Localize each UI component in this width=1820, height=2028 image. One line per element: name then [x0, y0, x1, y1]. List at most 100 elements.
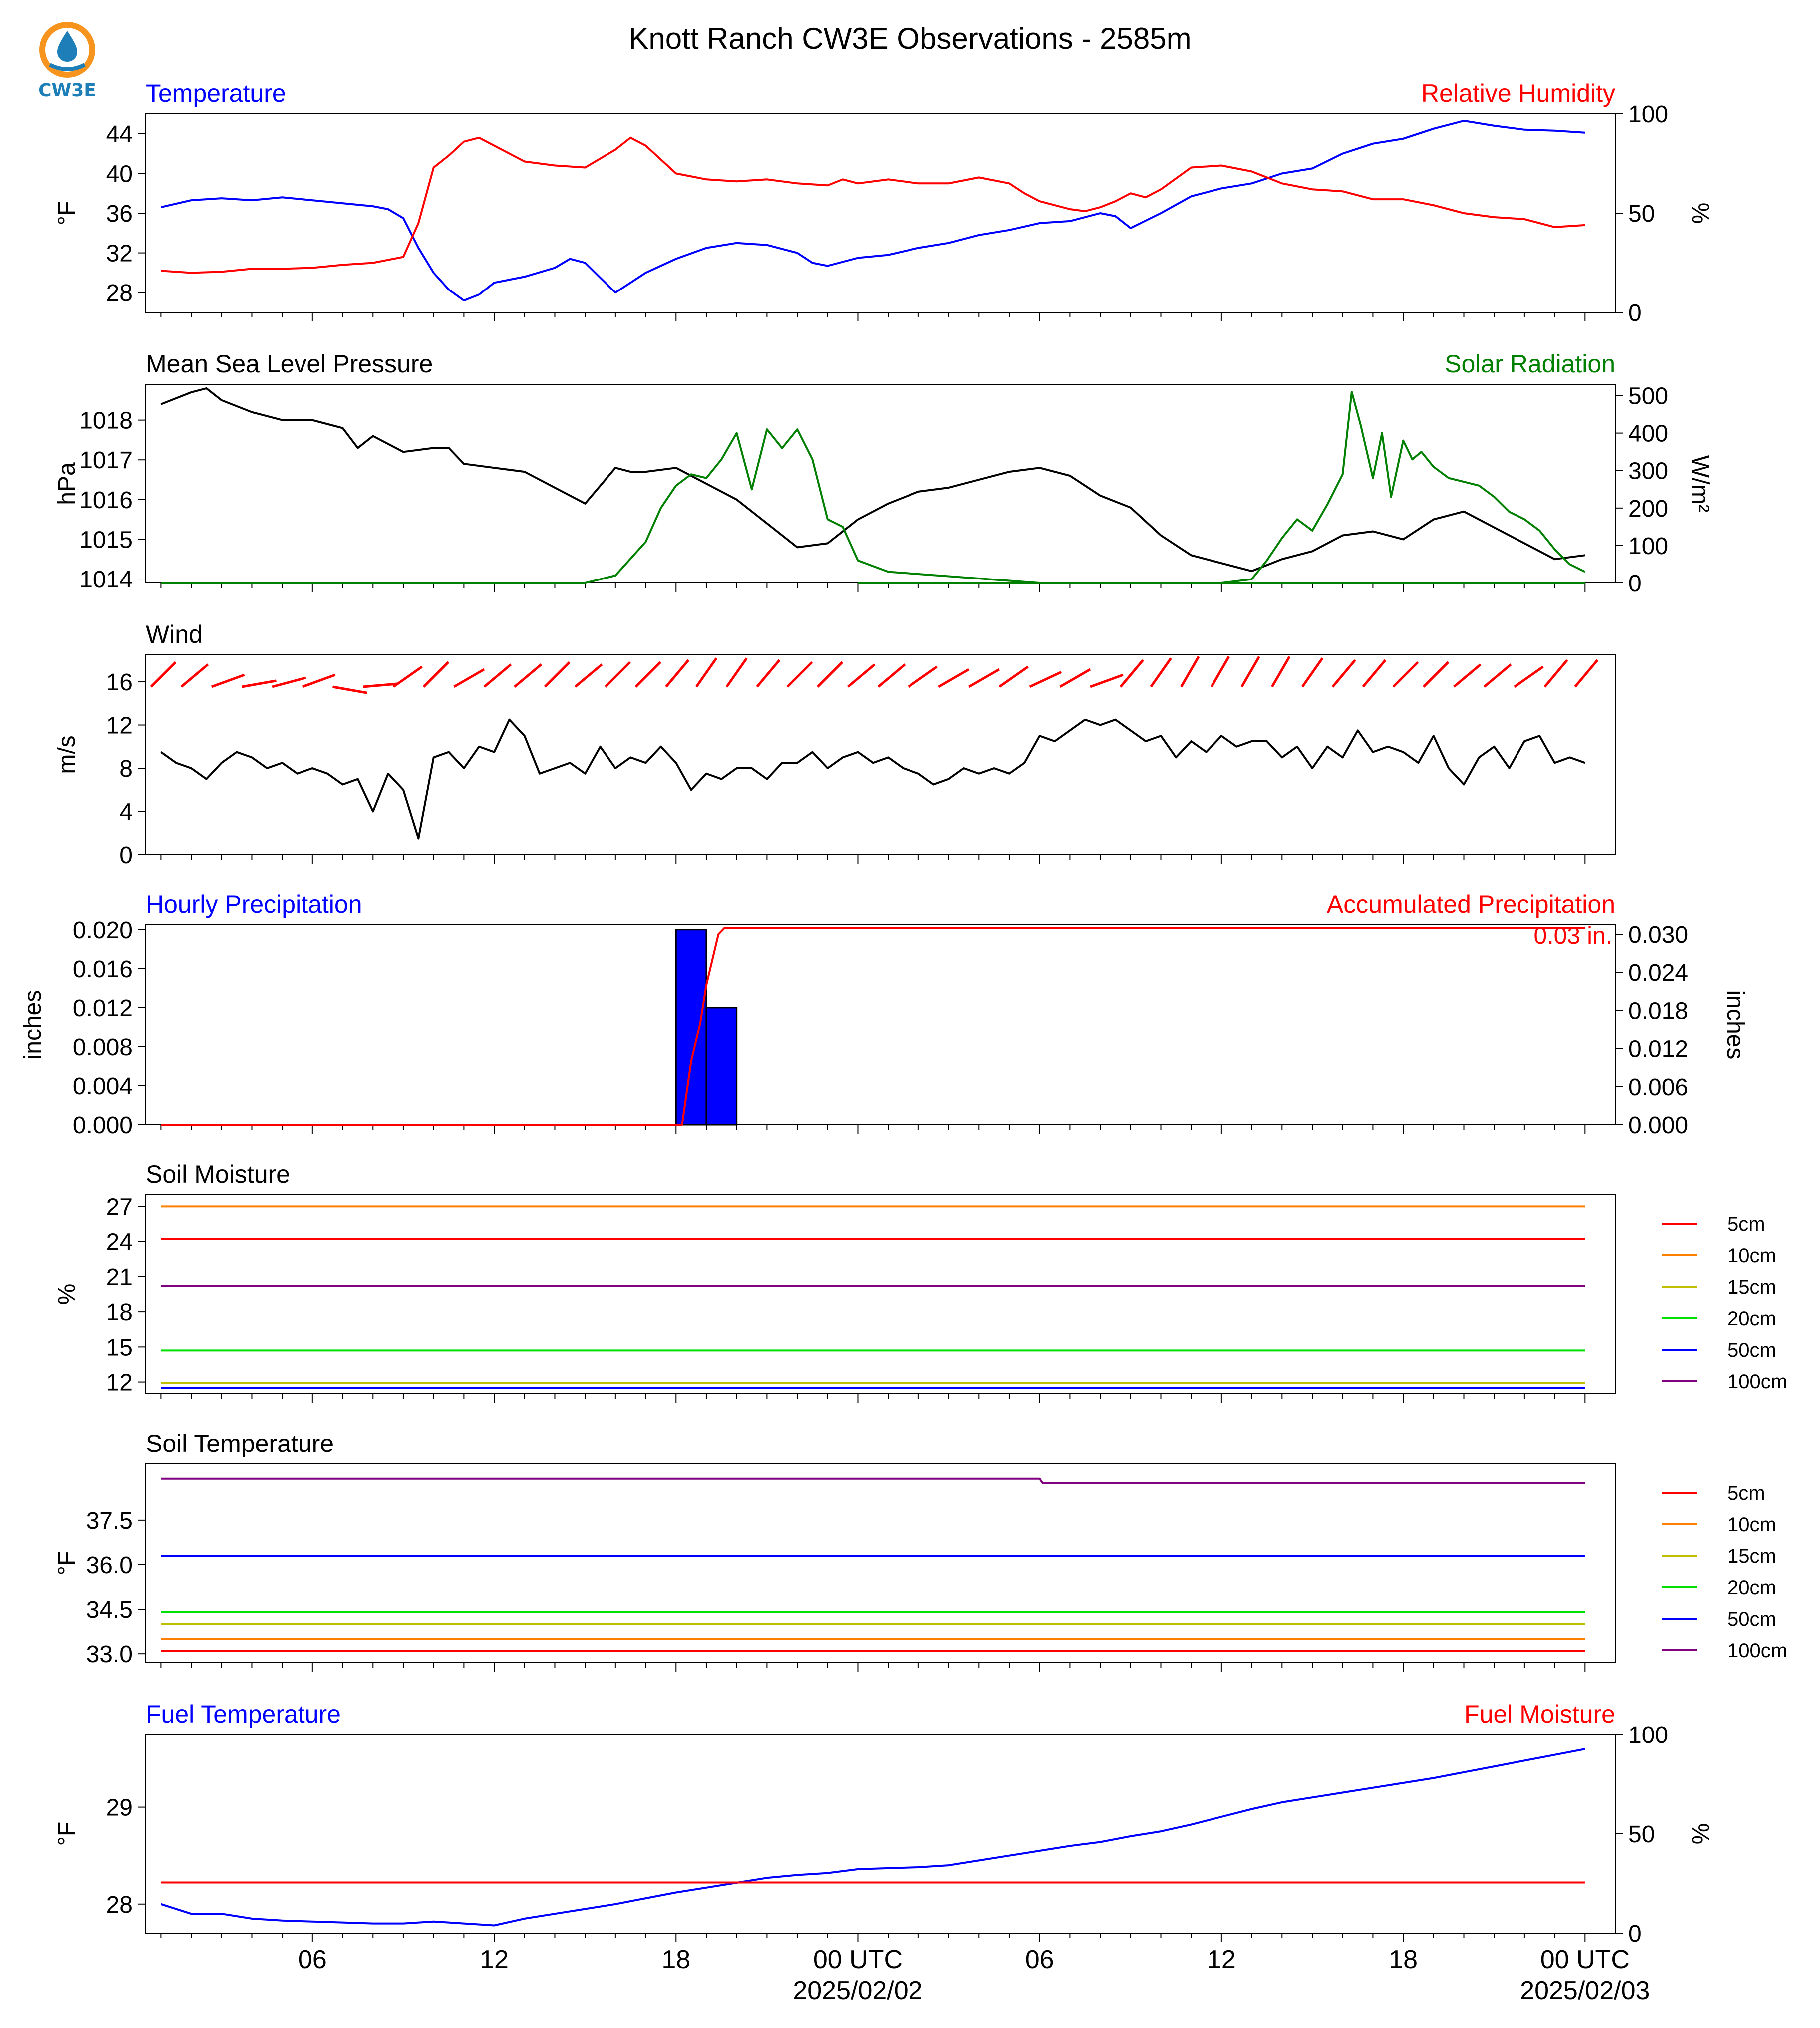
figure-title: Knott Ranch CW3E Observations - 2585m [628, 22, 1191, 55]
water-drop-icon [57, 31, 77, 62]
x-tick-label: 00 UTC [813, 1945, 903, 1974]
series-line [161, 428, 1585, 584]
panel-title-left: Temperature [146, 79, 286, 107]
y-tick-label: 12 [106, 1370, 133, 1396]
series-line [160, 119, 1585, 302]
wind-barb [725, 657, 748, 688]
plot-frame [145, 924, 1616, 1125]
wind-barb [363, 682, 398, 688]
x-tick-label: 06 [298, 1945, 327, 1974]
x-tick-label: 12 [480, 1945, 509, 1974]
y-right-tick-label: 100 [1628, 1722, 1668, 1748]
wind-barb [1150, 657, 1172, 688]
plot-frame [145, 654, 1616, 855]
wind-barb [483, 663, 512, 688]
y-tick-label: 44 [106, 121, 133, 148]
y-right-tick-label: 0.006 [1628, 1074, 1688, 1101]
wind-barb [1271, 656, 1291, 688]
precip-bar [705, 1007, 738, 1126]
wind-barb [302, 673, 336, 688]
wind-barb [272, 676, 306, 688]
y-right-tick-label: 100 [1628, 533, 1668, 560]
panel-precipitation: Hourly Precipitation Accumulated Precipit… [20, 890, 1748, 1139]
panel-soil_temperature: Soil Temperature 33.0 34.5 36.0 37.5°F [54, 1430, 1616, 1672]
wind-barb [211, 673, 245, 688]
y-tick-label: 0.020 [73, 917, 133, 944]
x-tick-label: 00 UTC [1540, 1945, 1630, 1974]
y-right-tick-label: 0.012 [1628, 1036, 1688, 1063]
precip-bar [675, 929, 707, 1126]
y-axis-label: m/s [54, 735, 80, 774]
panel-title-left: Fuel Temperature [146, 1700, 341, 1728]
y-tick-label: 0.000 [73, 1112, 133, 1139]
wind-barb [242, 679, 277, 688]
y-axis-label: °F [54, 201, 80, 226]
wind-barb [392, 665, 423, 688]
panel-title-left: Hourly Precipitation [146, 890, 362, 918]
y-right-tick-label: 200 [1628, 496, 1668, 522]
wind-barb [1090, 673, 1124, 688]
wind-barb [877, 663, 906, 688]
series-line [160, 1748, 1585, 1927]
y-right-tick-label: 0.018 [1628, 998, 1688, 1024]
x-date-label: 2025/02/02 [793, 1976, 922, 2005]
plot-frame [145, 1463, 1616, 1663]
series-line [161, 136, 1585, 274]
legend-label: 20cm [1727, 1308, 1776, 1330]
wind-barb [938, 668, 970, 688]
panel-title-left: Soil Moisture [146, 1160, 290, 1188]
y-right-axis-label: % [1687, 1823, 1713, 1845]
wind-barb [665, 659, 690, 688]
wind-barb [968, 668, 1000, 688]
panel-wind: Wind 0 4 8 12 16 m/s [54, 620, 1616, 869]
panel-title-right: Solar Radiation [1445, 350, 1615, 378]
y-axis-label: °F [54, 1822, 80, 1846]
legend-label: 5cm [1727, 1482, 1765, 1504]
y-axis-label: °F [54, 1551, 80, 1576]
wind-barb [150, 661, 177, 688]
y-right-axis-label: W/m² [1687, 455, 1713, 513]
y-tick-label: 40 [106, 161, 133, 187]
plot-frame [145, 113, 1616, 313]
series-line [161, 927, 1585, 1126]
y-tick-label: 1014 [79, 567, 133, 593]
panel-title-left: Soil Temperature [146, 1430, 334, 1457]
wind-barb [1210, 656, 1230, 688]
y-right-tick-label: 0 [1628, 571, 1642, 597]
y-tick-label: 28 [106, 280, 133, 306]
x-tick-label: 12 [1207, 1945, 1236, 1974]
y-right-tick-label: 50 [1628, 201, 1655, 227]
y-tick-label: 12 [106, 713, 133, 739]
panel-fuel: Fuel Temperature Fuel Moisture 28 29 °F 0 50 10… [54, 1700, 1713, 1947]
series-line [160, 387, 1585, 573]
wind-barb [332, 685, 367, 694]
legend-label: 50cm [1727, 1339, 1776, 1361]
wind-barb [1483, 663, 1512, 688]
panel-title-right: Fuel Moisture [1464, 1700, 1615, 1728]
y-right-tick-label: 50 [1628, 1821, 1655, 1848]
y-tick-label: 1015 [79, 527, 133, 553]
wind-barb [756, 659, 781, 688]
panel-title-right: Relative Humidity [1421, 79, 1615, 107]
wind-barb [817, 661, 844, 688]
series-line [160, 718, 1585, 840]
series-line [161, 1477, 1585, 1484]
cw3e-logo: CW3E [35, 19, 100, 104]
legend-label: 10cm [1727, 1514, 1776, 1536]
logo-text: CW3E [38, 80, 96, 101]
x-tick-label: 18 [661, 1945, 690, 1974]
wind-barb [695, 657, 718, 688]
y-tick-label: 0.004 [73, 1073, 133, 1100]
wind-barb [1543, 659, 1568, 688]
legend-label: 20cm [1727, 1577, 1776, 1599]
y-right-tick-label: 500 [1628, 383, 1668, 410]
wind-barb [1180, 656, 1200, 688]
y-tick-label: 0 [119, 842, 133, 869]
y-tick-label: 29 [106, 1795, 133, 1821]
y-right-tick-label: 0.000 [1628, 1112, 1688, 1139]
y-right-tick-label: 0.024 [1628, 960, 1688, 986]
wind-barb [514, 663, 542, 688]
plot-frame [145, 1734, 1616, 1934]
y-tick-label: 27 [106, 1194, 133, 1220]
wind-barb [1059, 668, 1091, 688]
